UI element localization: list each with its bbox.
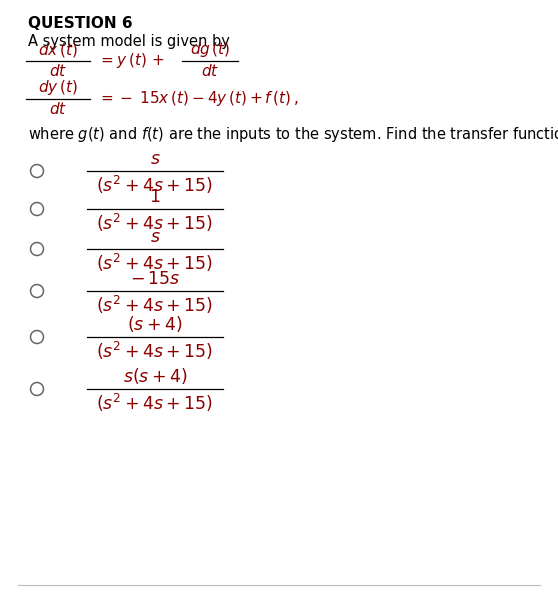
Text: $= -\;15x\,(t) - 4y\,(t) + f\,(t)\,,$: $= -\;15x\,(t) - 4y\,(t) + f\,(t)\,,$ <box>98 89 299 108</box>
Text: $(s^2+ 4s + 15)$: $(s^2+ 4s + 15)$ <box>97 392 214 414</box>
Text: $-\,15s$: $-\,15s$ <box>130 271 180 288</box>
Text: $dt$: $dt$ <box>49 63 67 79</box>
Text: $(s^2+ 4s + 15)$: $(s^2+ 4s + 15)$ <box>97 212 214 234</box>
Text: $= y\,(t)\,+$: $= y\,(t)\,+$ <box>98 52 165 71</box>
Text: $dt$: $dt$ <box>49 101 67 117</box>
Text: QUESTION 6: QUESTION 6 <box>28 16 133 31</box>
Text: where $g(t)$ and $f(t)$ are the inputs to the system. Find the transfer function: where $g(t)$ and $f(t)$ are the inputs t… <box>28 125 558 144</box>
Text: $s$: $s$ <box>150 151 160 168</box>
Text: $(s^2+ 4s + 15)$: $(s^2+ 4s + 15)$ <box>97 340 214 362</box>
Text: $dg\,(t)$: $dg\,(t)$ <box>190 40 230 59</box>
Text: $(s^2+ 4s + 15)$: $(s^2+ 4s + 15)$ <box>97 252 214 274</box>
Text: $(s^2+ 4s + 15)$: $(s^2+ 4s + 15)$ <box>97 174 214 196</box>
Text: $s(s + 4)$: $s(s + 4)$ <box>123 366 187 386</box>
Text: A system model is given by: A system model is given by <box>28 34 230 49</box>
Text: $s$: $s$ <box>150 229 160 246</box>
Text: $dx\,(t)$: $dx\,(t)$ <box>38 41 78 59</box>
Text: $(s + 4)$: $(s + 4)$ <box>127 314 182 334</box>
Text: $1$: $1$ <box>150 189 161 206</box>
Text: $dy\,(t)$: $dy\,(t)$ <box>38 78 78 97</box>
Text: $(s^2+ 4s + 15)$: $(s^2+ 4s + 15)$ <box>97 294 214 316</box>
Text: $dt$: $dt$ <box>201 63 219 79</box>
